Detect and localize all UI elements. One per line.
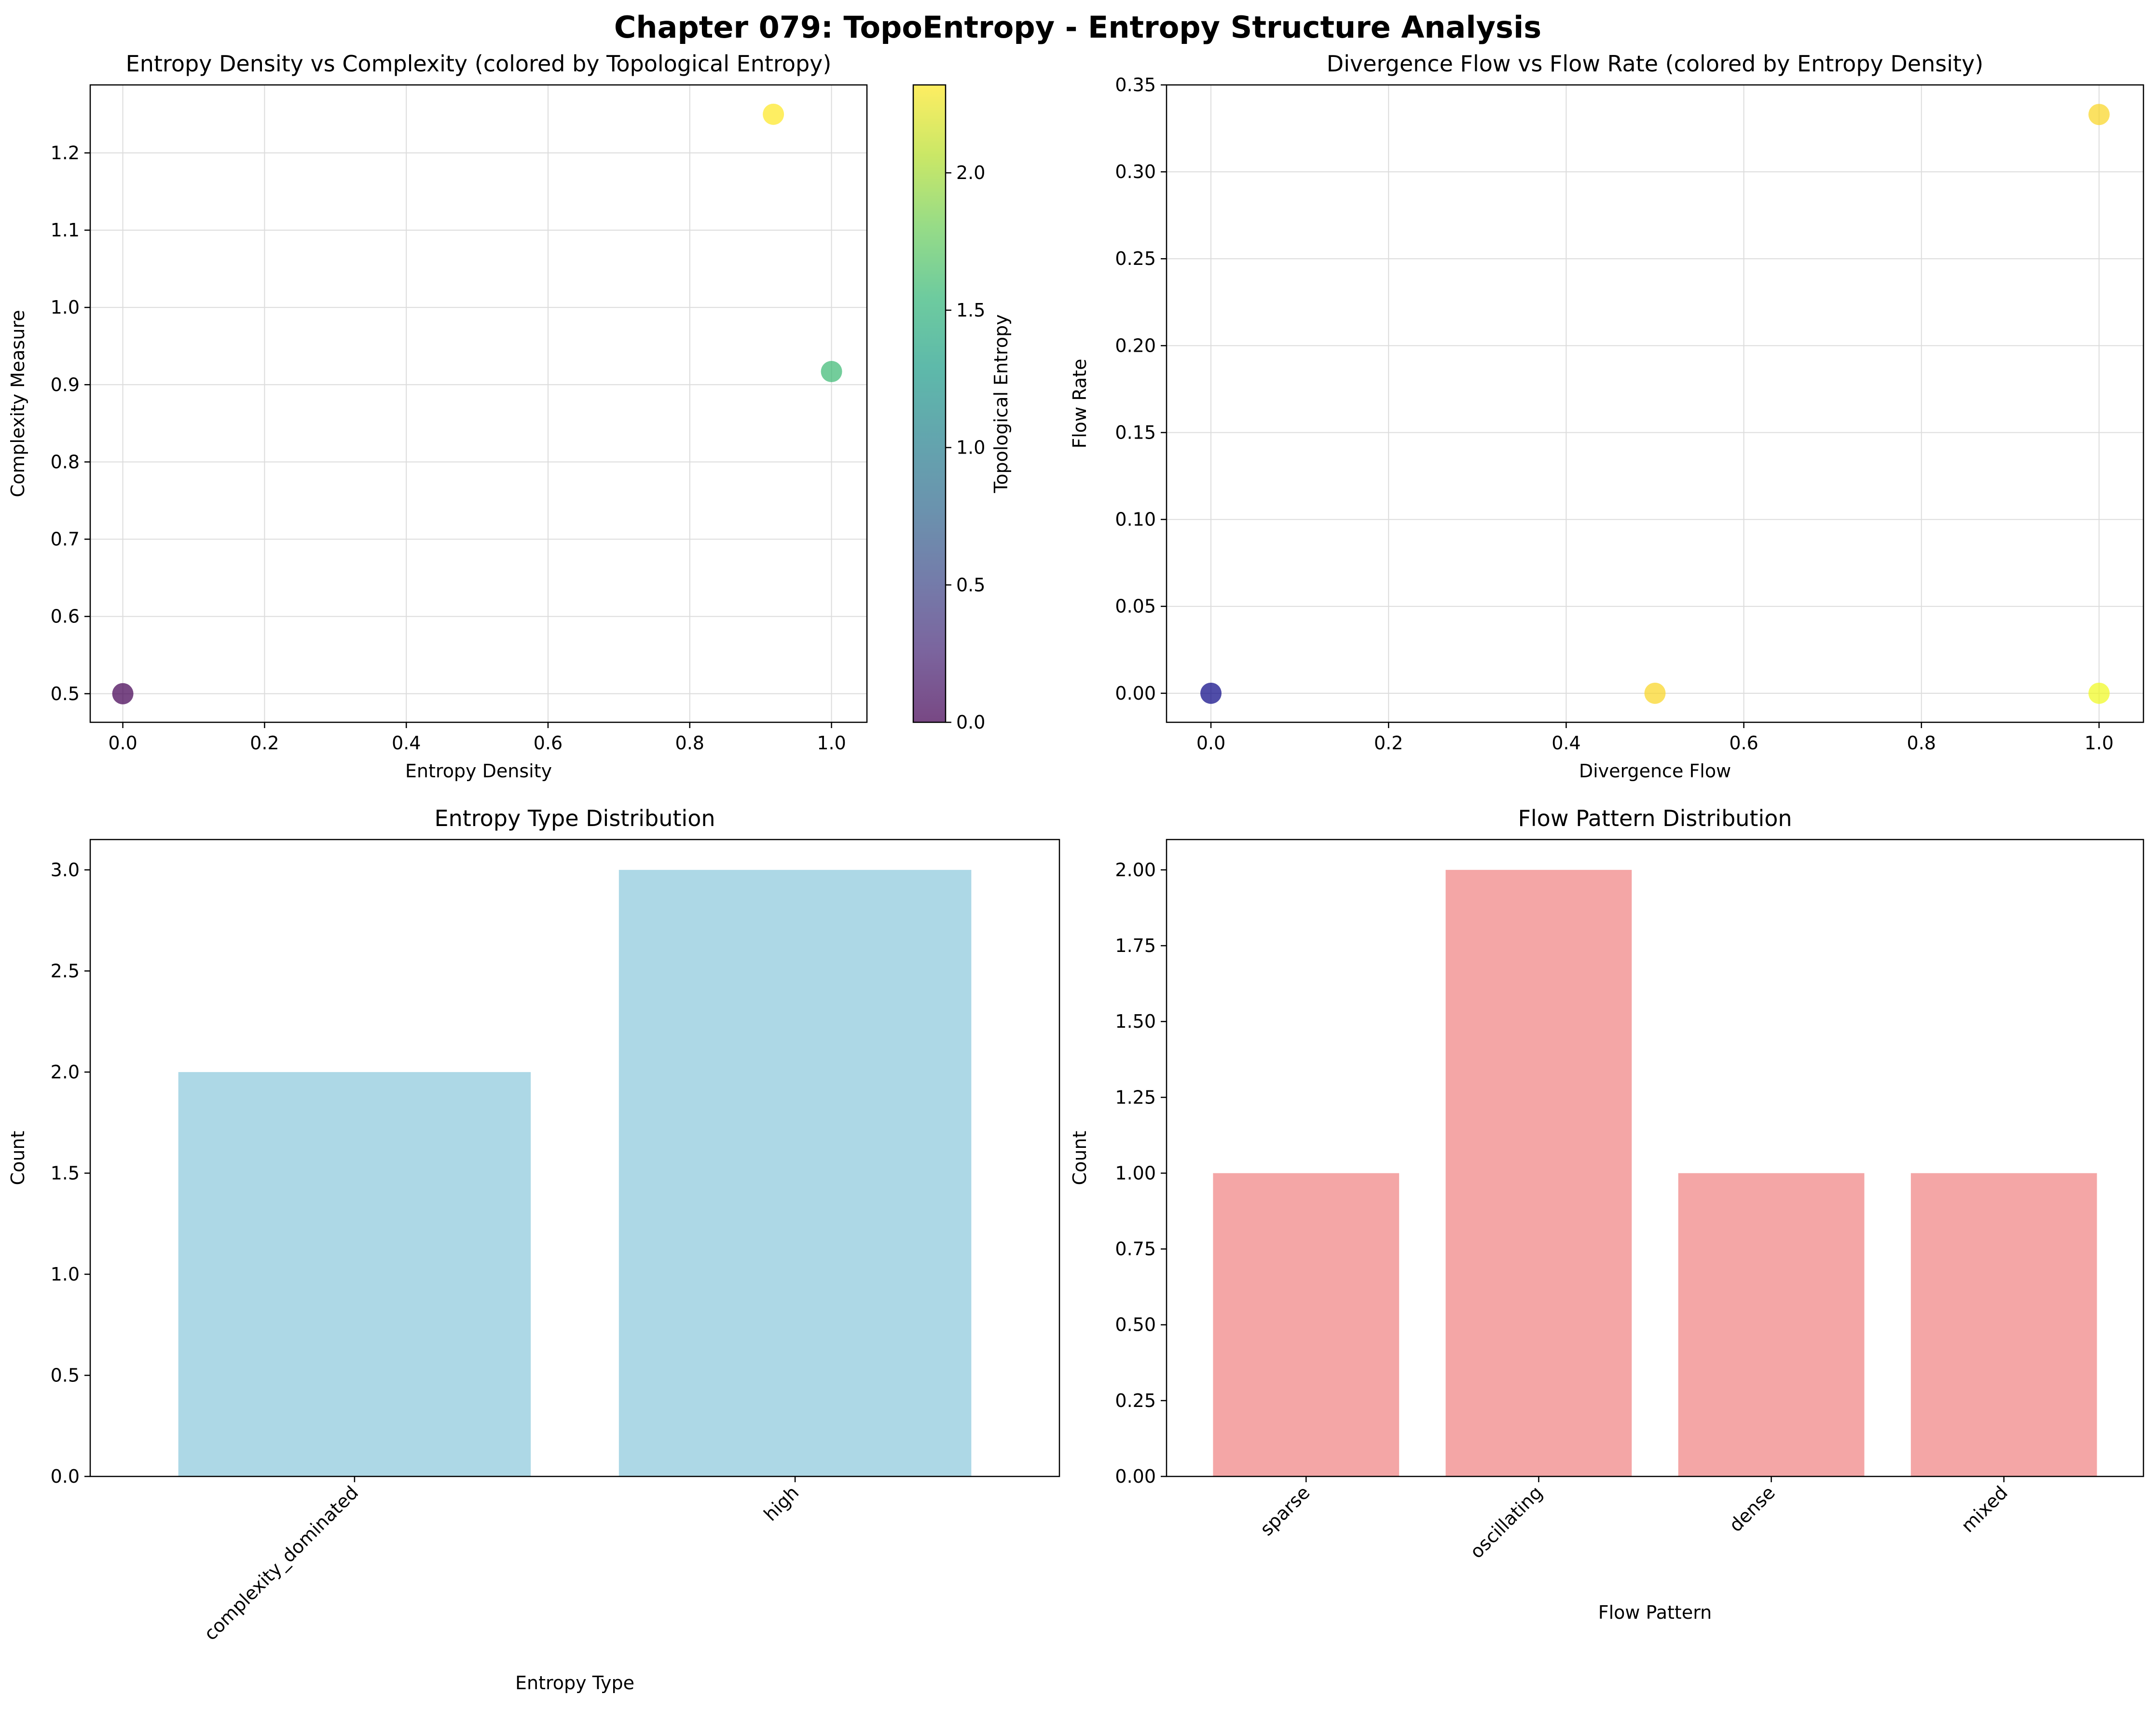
y-tick-label: 0.00 bbox=[1115, 683, 1156, 704]
x-tick-label: 0.2 bbox=[1374, 732, 1403, 754]
y-tick-label: 1.0 bbox=[51, 1264, 80, 1285]
y-tick-label: 0.15 bbox=[1115, 422, 1156, 443]
colorbar-scale bbox=[912, 84, 947, 723]
scatter-point bbox=[1200, 682, 1222, 704]
y-tick-label: 0.6 bbox=[51, 606, 80, 627]
entropy-type-bar-panel: 0.00.51.01.52.02.53.0complexity_dominate… bbox=[7, 805, 1060, 1694]
x-tick-label: 0.6 bbox=[534, 732, 563, 754]
y-tick-label: 1.5 bbox=[51, 1162, 80, 1184]
x-tick-label: 1.0 bbox=[817, 732, 846, 754]
bar bbox=[1445, 869, 1632, 1476]
y-tick-label: 0.10 bbox=[1115, 509, 1156, 530]
y-tick-label: 1.75 bbox=[1115, 935, 1156, 956]
y-axis-label: Complexity Measure bbox=[7, 310, 28, 497]
scatter-point bbox=[2088, 104, 2110, 125]
y-tick-label: 0.75 bbox=[1115, 1239, 1156, 1260]
topological-entropy-colorbar: 0.0 0.5 1.0 1.5 2.0 Topological Entropy bbox=[912, 84, 1012, 733]
y-tick-label: 0.05 bbox=[1115, 596, 1156, 617]
scatter-point bbox=[1644, 682, 1666, 704]
y-tick-label: 0.0 bbox=[51, 1466, 80, 1487]
axes-frame bbox=[1166, 839, 2144, 1477]
x-axis-label: Entropy Type bbox=[515, 1672, 634, 1694]
y-tick-label: 1.1 bbox=[51, 220, 80, 241]
colorbar-tick-label: 1.0 bbox=[956, 437, 985, 458]
x-tick-label: 0.8 bbox=[1907, 732, 1936, 754]
chart-title: Divergence Flow vs Flow Rate (colored by… bbox=[1327, 51, 1983, 77]
colorbar-tick-label: 1.5 bbox=[956, 300, 985, 321]
y-tick-label: 2.0 bbox=[51, 1061, 80, 1083]
y-axis-label: Flow Rate bbox=[1069, 359, 1090, 449]
axes-frame bbox=[89, 839, 1060, 1477]
y-axis-label: Count bbox=[1069, 1131, 1090, 1185]
scatter-point bbox=[763, 103, 784, 125]
y-tick-label: 0.00 bbox=[1115, 1466, 1156, 1487]
colorbar-label: Topological Entropy bbox=[990, 314, 1012, 493]
y-tick-label: 0.20 bbox=[1115, 335, 1156, 356]
y-tick-label: 3.0 bbox=[51, 859, 80, 881]
chart-title: Entropy Type Distribution bbox=[435, 805, 715, 831]
x-tick-label: 0.4 bbox=[392, 732, 421, 754]
y-tick-label: 1.50 bbox=[1115, 1011, 1156, 1032]
y-tick-label: 1.0 bbox=[51, 297, 80, 318]
colorbar-tick-label: 0.0 bbox=[956, 712, 985, 733]
scatter-point bbox=[821, 361, 842, 383]
x-tick-label: 0.8 bbox=[675, 732, 704, 754]
y-tick-label: 2.00 bbox=[1115, 859, 1156, 881]
axes-frame bbox=[89, 84, 868, 723]
x-tick-label: 0.0 bbox=[108, 732, 137, 754]
bar bbox=[1213, 1173, 1400, 1476]
entropy-complexity-scatter-panel: 0.0 0.2 0.4 0.6 0.8 1.0 0.5 0.6 0.7 0.8 0.9 1.0 1.1 1… bbox=[7, 51, 868, 782]
x-axis-label: Divergence Flow bbox=[1579, 760, 1731, 782]
y-tick-label: 0.7 bbox=[51, 529, 80, 550]
x-axis-label: Entropy Density bbox=[405, 760, 552, 782]
x-tick-label: 0.4 bbox=[1552, 732, 1580, 754]
y-tick-label: 0.25 bbox=[1115, 1390, 1156, 1411]
y-tick-label: 2.5 bbox=[51, 960, 80, 981]
y-tick-label: 0.9 bbox=[51, 374, 80, 395]
scatter-point bbox=[112, 683, 134, 704]
y-tick-label: 0.5 bbox=[51, 1364, 80, 1386]
y-tick-label: 1.00 bbox=[1115, 1162, 1156, 1184]
y-tick-label: 0.8 bbox=[51, 451, 80, 472]
colorbar-tick-label: 0.5 bbox=[956, 574, 985, 595]
bar bbox=[618, 869, 972, 1476]
colorbar-tick-label: 2.0 bbox=[956, 162, 985, 183]
x-tick-label: 1.0 bbox=[2085, 732, 2114, 754]
y-tick-label: 0.30 bbox=[1115, 161, 1156, 182]
scatter-point bbox=[2088, 682, 2110, 704]
bar bbox=[1678, 1173, 1865, 1476]
figure-title: Chapter 079: TopoEntropy - Entropy Struc… bbox=[614, 10, 1541, 45]
chart-title: Entropy Density vs Complexity (colored b… bbox=[126, 51, 832, 77]
y-tick-label: 0.25 bbox=[1115, 248, 1156, 269]
axes-frame bbox=[1166, 84, 2144, 723]
y-axis-label: Count bbox=[7, 1131, 28, 1185]
x-tick-label: 0.0 bbox=[1196, 732, 1225, 754]
x-tick-label: 0.6 bbox=[1729, 732, 1758, 754]
divergence-flow-scatter-panel: 0.0 0.2 0.4 0.6 0.8 1.0 0.00 0.05 0.10 0.15 0.20 0.… bbox=[1069, 51, 2144, 782]
y-tick-label: 0.35 bbox=[1115, 74, 1156, 96]
y-tick-label: 1.25 bbox=[1115, 1087, 1156, 1108]
y-tick-label: 0.5 bbox=[51, 683, 80, 704]
x-axis-label: Flow Pattern bbox=[1598, 1602, 1712, 1623]
chart-title: Flow Pattern Distribution bbox=[1518, 805, 1792, 831]
y-tick-label: 0.50 bbox=[1115, 1314, 1156, 1336]
bar bbox=[1910, 1173, 2097, 1476]
y-tick-label: 1.2 bbox=[51, 142, 80, 164]
x-tick-label: 0.2 bbox=[250, 732, 279, 754]
bar bbox=[178, 1072, 531, 1476]
